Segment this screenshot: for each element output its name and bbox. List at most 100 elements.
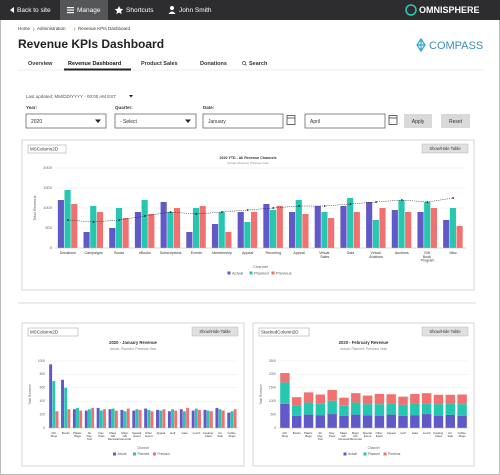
- bar-segment: [362, 404, 373, 416]
- x-tick-label: Books: [293, 431, 301, 435]
- chart-title: 2020 - February Revenue: [339, 340, 389, 345]
- nav-back[interactable]: Back to site: [17, 7, 51, 14]
- legend-swatch: [383, 452, 387, 456]
- bar: [218, 409, 222, 428]
- bar-segment: [374, 393, 385, 405]
- bar: [91, 407, 95, 428]
- x-tick-label: Events: [191, 251, 202, 255]
- y-tick-label: 500: [271, 412, 277, 416]
- bar: [122, 218, 129, 248]
- breadcrumb-sep: [73, 27, 76, 31]
- toggle-button[interactable]: [421, 326, 469, 337]
- apply-button[interactable]: [404, 114, 432, 128]
- bar: [61, 379, 64, 428]
- toggle-label: Show/Hide Table: [429, 329, 461, 334]
- bar: [147, 409, 151, 428]
- bar-segment: [374, 415, 385, 428]
- y-tick-label: 1000: [43, 205, 53, 210]
- bar: [132, 410, 136, 428]
- bar: [206, 410, 210, 428]
- reset-button[interactable]: [441, 114, 470, 128]
- reset-label: Reset: [449, 119, 463, 125]
- breadcrumb[interactable]: Home: [18, 26, 31, 31]
- filter-label: Date:: [203, 105, 215, 110]
- quarter-select[interactable]: [114, 113, 197, 129]
- breadcrumb[interactable]: Administration: [37, 26, 66, 31]
- bar-segment: [421, 403, 432, 415]
- bar: [203, 409, 207, 428]
- bar: [227, 412, 231, 428]
- bar: [449, 208, 456, 248]
- bar-segment: [339, 415, 349, 428]
- tab[interactable]: Product Sales: [141, 61, 178, 67]
- bar: [167, 411, 171, 428]
- date-from: January: [208, 119, 226, 125]
- y-axis-label: Total Revenue: [259, 384, 263, 405]
- trend-point: [375, 201, 377, 203]
- tab[interactable]: Overview: [28, 61, 53, 67]
- bar: [179, 409, 183, 428]
- y-tick-label: 1000: [38, 359, 45, 363]
- bar: [295, 200, 302, 248]
- bar: [49, 364, 53, 428]
- bar: [391, 210, 398, 248]
- bar-segment: [398, 404, 408, 416]
- x-tick-label: Gala: [412, 431, 418, 435]
- date-to-input[interactable]: [304, 113, 386, 129]
- bar: [366, 202, 373, 248]
- bar: [167, 212, 174, 248]
- x-tick-label: Coffee Mugs: [228, 431, 237, 438]
- x-tick-label: Appeal: [156, 431, 165, 435]
- x-tick-label: Major Gift Renewal: [339, 431, 350, 441]
- bar: [250, 212, 258, 248]
- bar-segment: [327, 400, 337, 415]
- bar: [237, 212, 244, 248]
- tab-active[interactable]: Revenue Dashboard: [68, 61, 121, 67]
- bar: [194, 408, 198, 428]
- x-tick-label: Membership: [212, 251, 232, 255]
- legend-swatch: [227, 271, 231, 275]
- filter-label: Quarter:: [115, 105, 133, 110]
- toggle-button[interactable]: [191, 326, 239, 337]
- bar-segment: [421, 393, 432, 404]
- bar: [135, 409, 139, 428]
- search-icon: [244, 63, 247, 66]
- bar: [99, 410, 103, 428]
- x-axis-label: Channel: [368, 446, 380, 450]
- legend-label: Previous: [276, 270, 292, 275]
- nav-manage[interactable]: Manage: [77, 7, 101, 14]
- bar: [209, 411, 213, 428]
- nav-user[interactable]: John Smith: [179, 7, 212, 14]
- dropdown-arrow: [95, 119, 101, 123]
- toggle-button[interactable]: [421, 143, 469, 154]
- bar: [108, 409, 112, 428]
- bar: [314, 206, 321, 248]
- bar: [156, 409, 159, 428]
- calendar-icon[interactable]: [286, 115, 296, 125]
- y-tick-label: 800: [40, 372, 46, 376]
- tab[interactable]: Search: [249, 61, 268, 67]
- tab[interactable]: Donations: [200, 61, 227, 67]
- bar-segment: [374, 404, 385, 416]
- bar: [182, 411, 186, 428]
- bar-segment: [457, 415, 467, 428]
- bar: [115, 208, 123, 248]
- bar-segment: [339, 405, 349, 416]
- calendar-icon[interactable]: [388, 115, 398, 125]
- date-from-input[interactable]: [202, 113, 284, 129]
- nav-shortcuts[interactable]: Shortcuts: [126, 7, 154, 14]
- panel-label: MSColumn2D: [30, 329, 59, 334]
- bar: [123, 411, 127, 428]
- x-tick-label: Gift Shop: [51, 431, 58, 438]
- x-tick-label: Auctions: [395, 251, 409, 255]
- x-tick-label: Misc: [449, 251, 457, 255]
- y-tick-label: 200: [40, 412, 46, 416]
- bar-segment: [327, 389, 337, 401]
- year-select[interactable]: [25, 113, 107, 129]
- bar: [198, 409, 201, 428]
- legend-swatch: [271, 271, 275, 275]
- menu-icon: [67, 12, 74, 14]
- x-tick-label: Special Event: [132, 431, 142, 438]
- y-tick-label: 0: [50, 245, 53, 250]
